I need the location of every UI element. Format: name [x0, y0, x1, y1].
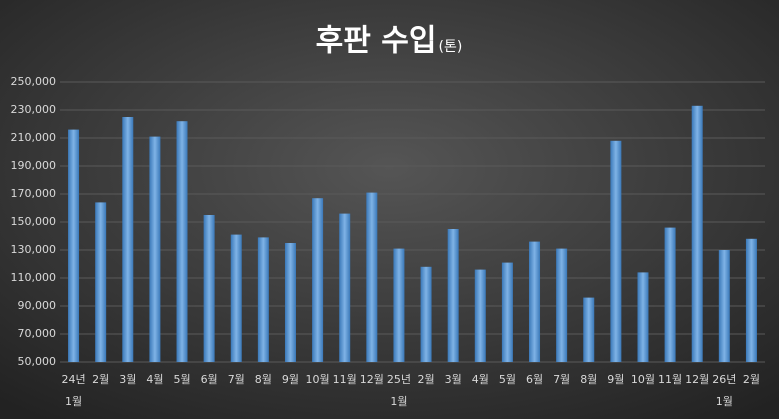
bar — [149, 136, 161, 362]
x-tick-label: 8월 — [580, 373, 597, 386]
y-tick-label: 150,000 — [11, 215, 57, 228]
x-tick-label: 12월 — [685, 373, 709, 386]
x-tick-label: 11월 — [658, 373, 682, 386]
bar — [95, 202, 107, 362]
x-tick-label: 7월 — [228, 373, 245, 386]
bar — [122, 117, 134, 362]
y-tick-label: 130,000 — [11, 243, 57, 256]
y-tick-label: 90,000 — [18, 299, 57, 312]
bar — [501, 262, 513, 362]
bar — [366, 192, 378, 362]
bar — [447, 229, 459, 362]
bar — [637, 272, 649, 362]
x-tick-label: 11월 — [333, 373, 357, 386]
y-tick-label: 190,000 — [11, 159, 57, 172]
x-tick-label: 4월 — [146, 373, 163, 386]
x-tick-label: 25년 1월 — [387, 373, 411, 408]
x-tick-label: 5월 — [499, 373, 516, 386]
x-tick-label: 26년 1월 — [712, 373, 736, 408]
bar — [745, 238, 757, 362]
bar — [176, 121, 188, 362]
x-tick-label: 2월 — [92, 373, 109, 386]
chart-title: 후판 수입 — [316, 24, 437, 59]
bar — [664, 227, 676, 362]
bar — [230, 234, 242, 362]
y-tick-label: 170,000 — [11, 187, 57, 200]
bar — [583, 297, 595, 362]
bar — [474, 269, 486, 362]
x-tick-label: 10월 — [631, 373, 655, 386]
x-tick-label: 9월 — [607, 373, 624, 386]
x-tick-label: 7월 — [553, 373, 570, 386]
x-tick-label: 2월 — [743, 373, 760, 386]
bar — [284, 243, 296, 362]
x-tick-label: 5월 — [173, 373, 190, 386]
bar — [257, 237, 269, 362]
bar — [610, 140, 622, 362]
bar — [529, 241, 541, 362]
y-tick-label: 50,000 — [18, 355, 57, 368]
bar — [312, 198, 324, 362]
y-tick-label: 110,000 — [11, 271, 57, 284]
x-tick-label: 3월 — [119, 373, 136, 386]
bar — [68, 129, 80, 362]
y-tick-label: 250,000 — [11, 75, 57, 88]
bar — [718, 250, 730, 362]
bar — [339, 213, 351, 362]
x-tick-label: 12월 — [360, 373, 384, 386]
bar — [556, 248, 568, 362]
y-tick-label: 70,000 — [18, 327, 57, 340]
x-tick-label: 24년 1월 — [61, 373, 85, 408]
x-tick-label: 10월 — [306, 373, 330, 386]
y-tick-label: 230,000 — [11, 103, 57, 116]
x-tick-label: 6월 — [201, 373, 218, 386]
x-tick-label: 9월 — [282, 373, 299, 386]
chart-unit: (톤) — [439, 39, 463, 55]
y-tick-label: 210,000 — [11, 131, 57, 144]
x-tick-label: 8월 — [255, 373, 272, 386]
x-tick-label: 6월 — [526, 373, 543, 386]
x-tick-label: 4월 — [472, 373, 489, 386]
bar — [420, 266, 432, 362]
bar — [393, 248, 405, 362]
x-tick-label: 2월 — [417, 373, 434, 386]
bar — [203, 215, 215, 362]
bar — [691, 105, 703, 363]
x-tick-label: 3월 — [445, 373, 462, 386]
